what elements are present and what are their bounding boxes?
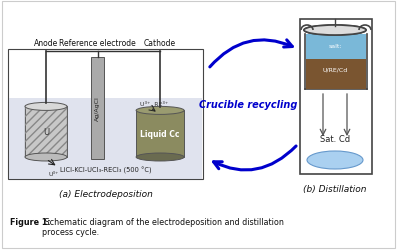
- Bar: [25, 107, 67, 157]
- Text: Ag/AgCl: Ag/AgCl: [95, 96, 100, 121]
- Bar: [91, 58, 104, 159]
- Ellipse shape: [307, 152, 363, 169]
- Text: salt:: salt:: [328, 44, 342, 49]
- Ellipse shape: [136, 154, 184, 161]
- Ellipse shape: [304, 26, 366, 36]
- Ellipse shape: [25, 103, 67, 111]
- Text: U³⁺: U³⁺: [49, 171, 59, 176]
- Text: Crucible recycling: Crucible recycling: [199, 99, 297, 109]
- Text: U/RE/Cd: U/RE/Cd: [322, 67, 348, 72]
- Bar: [25, 107, 67, 157]
- Text: Figure 1:: Figure 1:: [10, 217, 51, 226]
- Text: Liquid Cc: Liquid Cc: [141, 130, 180, 139]
- Text: (b) Distillation: (b) Distillation: [303, 184, 367, 193]
- Text: U: U: [43, 128, 49, 137]
- Ellipse shape: [304, 26, 366, 36]
- Text: Anode: Anode: [34, 39, 58, 48]
- Text: Cathode: Cathode: [144, 39, 176, 48]
- Bar: [8, 50, 203, 179]
- Ellipse shape: [25, 154, 67, 161]
- Text: Schematic diagram of the electrodeposition and distillation
process cycle.: Schematic diagram of the electrodepositi…: [42, 217, 284, 236]
- Bar: [306, 60, 366, 90]
- Text: Sat. Cd: Sat. Cd: [320, 134, 350, 143]
- Ellipse shape: [136, 107, 184, 115]
- Bar: [306, 35, 366, 59]
- Text: (a) Electrodeposition: (a) Electrodeposition: [59, 189, 152, 198]
- Bar: [300, 20, 372, 174]
- Bar: [9, 99, 202, 179]
- Text: Reference electrode: Reference electrode: [59, 39, 136, 48]
- Bar: [136, 111, 184, 157]
- FancyBboxPatch shape: [2, 2, 395, 248]
- Text: LiCl-KCl-UCl₃-RECl₃ (500 °C): LiCl-KCl-UCl₃-RECl₃ (500 °C): [60, 166, 151, 173]
- Text: U³⁺, RE³⁺: U³⁺, RE³⁺: [140, 101, 168, 106]
